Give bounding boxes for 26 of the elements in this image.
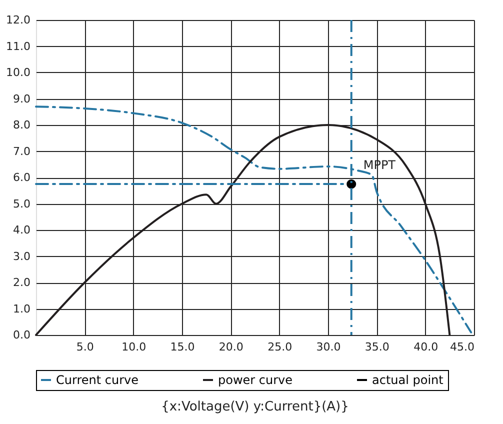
x-tick-label: 35.0: [364, 340, 390, 354]
x-tick-label: 25.0: [268, 340, 292, 354]
x-tick-label: 40.0: [414, 340, 438, 354]
y-tick-label: 11.0: [6, 40, 30, 53]
y-tick-label: 8.0: [13, 118, 30, 132]
y-tick-label: 9.0: [13, 92, 30, 106]
y-tick-label: 3.0: [13, 250, 30, 263]
x-tick-label: 15.0: [170, 340, 195, 354]
x-tick-label: 45.0: [450, 340, 474, 354]
x-tick-label: 5.0: [76, 340, 94, 354]
y-tick-label: 12.0: [6, 14, 30, 26]
y-tick-label: 5.0: [13, 197, 30, 210]
y-tick-label: 10.0: [6, 66, 30, 79]
legend-label: actual point: [372, 373, 444, 387]
y-tick-label: 2.0: [13, 276, 30, 289]
legend-label: power curve: [218, 373, 293, 387]
x-tick-label: 20.0: [218, 340, 244, 354]
legend-label: Current curve: [56, 373, 139, 387]
x-tick-label: 30.0: [316, 340, 341, 354]
x-tick-label: 10.0: [122, 340, 146, 354]
text: {x:Voltage(V) y:Current}(A)}: [161, 400, 349, 414]
y-tick-label: 1.0: [13, 302, 30, 316]
y-tick-label: 6.0: [13, 171, 30, 184]
y-tick-label: 0.0: [13, 328, 30, 342]
y-tick-label: 7.0: [13, 144, 30, 158]
y-tick-label: 4.0: [13, 224, 30, 236]
